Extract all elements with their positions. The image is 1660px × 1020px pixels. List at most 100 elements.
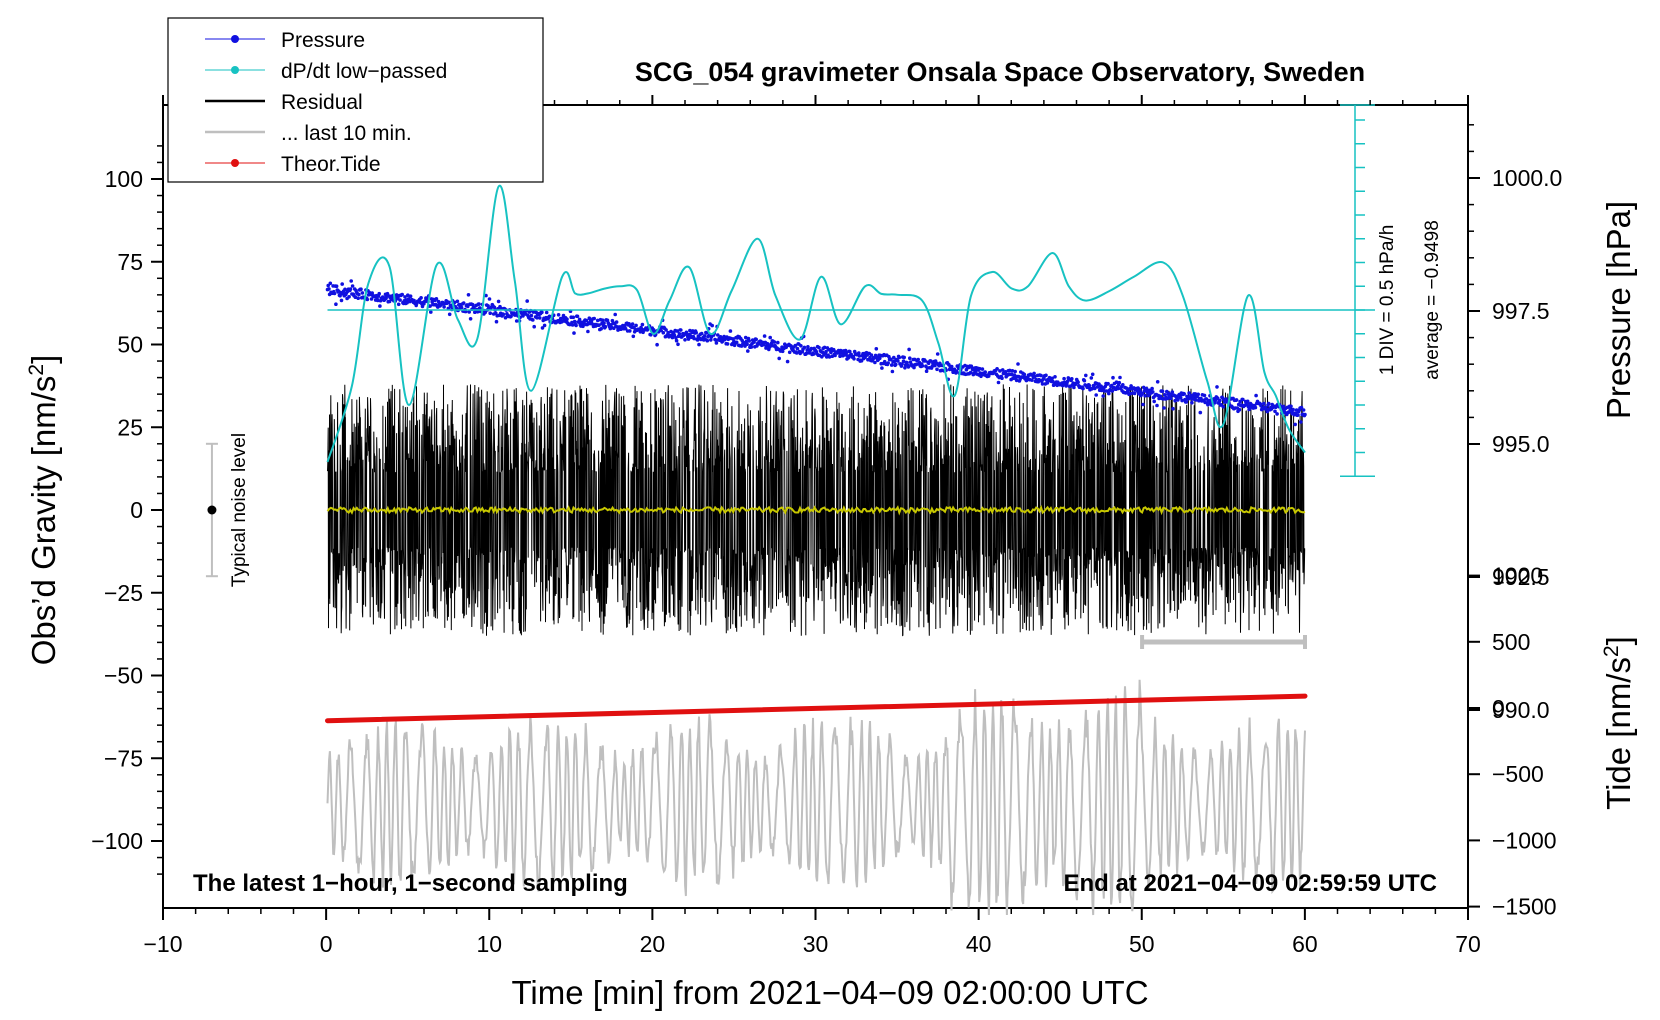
pressure-point [728, 329, 733, 333]
pressure-point [1010, 372, 1014, 377]
pressure-point [1030, 378, 1034, 383]
pressure-point [447, 312, 452, 317]
pressure-point [1234, 398, 1239, 402]
pressure-point [749, 345, 754, 349]
noise-center-dot [207, 505, 217, 515]
pressure-point [901, 359, 906, 364]
pressure-point [369, 297, 374, 301]
pressure-point [780, 349, 785, 354]
pressure-point [694, 330, 698, 335]
pressure-point [1000, 368, 1005, 372]
pressure-point [1101, 394, 1105, 398]
y-left-tick-label: 0 [130, 497, 143, 523]
pressure-point [886, 361, 890, 365]
residual-smooth-line [326, 504, 1306, 516]
pressure-point [436, 299, 441, 304]
pressure-point [714, 341, 719, 345]
pressure-point [449, 304, 453, 309]
pressure-point [762, 334, 767, 338]
pressure-point [1289, 404, 1293, 409]
pressure-point [833, 353, 837, 358]
axes-layer: −10 0 10 20 30 40 50 60 701007550250−25−50−75−10… [91, 95, 1562, 957]
pressure-point [525, 299, 529, 303]
pressure-point [572, 319, 577, 324]
pressure-point [595, 318, 600, 323]
pressure-point [1016, 374, 1021, 379]
pressure-point [581, 324, 585, 329]
pressure-point [1060, 383, 1065, 388]
legend: Pressure dP/dt low−passed Residual ... last… [167, 17, 544, 183]
pressure-point [820, 350, 825, 355]
y-axis-tide-title-sup: 2 [1600, 645, 1623, 657]
pressure-point [1299, 420, 1303, 424]
pressure-point [1003, 370, 1008, 374]
pressure-point [492, 305, 497, 310]
tide-tick-label: −500 [1492, 761, 1544, 787]
pressure-tick-label: 992.5 [1492, 564, 1550, 590]
pressure-point [869, 353, 874, 357]
pressure-point [571, 315, 576, 320]
pressure-tick-label: 1000.0 [1492, 165, 1562, 191]
pressure-point [980, 367, 985, 371]
pressure-point [574, 323, 578, 328]
pressure-point [1303, 412, 1307, 417]
pressure-point [514, 319, 519, 323]
pressure-point [777, 356, 781, 361]
pressure-point [1265, 409, 1270, 414]
pressure-point [1000, 376, 1004, 381]
pressure-point [353, 295, 358, 300]
pressure-point [1053, 375, 1057, 379]
x-tick-label: 70 [1455, 931, 1481, 957]
pressure-point [577, 317, 582, 322]
pressure-point [348, 287, 353, 291]
pressure-point [357, 292, 361, 297]
pressure-point [1033, 374, 1037, 379]
pressure-point [908, 356, 912, 361]
pressure-point [1221, 404, 1226, 409]
pressure-point [954, 369, 959, 374]
pressure-point [332, 291, 337, 296]
pressure-point [1007, 368, 1012, 373]
pressure-point [929, 359, 933, 363]
pressure-point [592, 316, 596, 321]
pressure-point [586, 329, 590, 334]
pressure-point [614, 320, 619, 324]
pressure-point [1190, 400, 1194, 405]
pressure-point [1014, 378, 1019, 383]
y-left-tick-label: −100 [91, 828, 143, 854]
pressure-point [873, 360, 877, 365]
pressure-point [1013, 369, 1017, 374]
pressure-point [1111, 375, 1115, 380]
pressure-point [811, 352, 816, 356]
pressure-point [544, 310, 549, 315]
pressure-point [752, 340, 756, 344]
x-tick-label: 60 [1292, 931, 1318, 957]
pressure-point [575, 314, 580, 319]
pressure-point [1301, 408, 1306, 412]
pressure-point [902, 355, 906, 360]
pressure-point [1254, 393, 1258, 398]
y-left-tick-label: 100 [105, 166, 143, 192]
pressure-point [799, 344, 803, 348]
y-axis-left-title-main: Obs’d Gravity [nm/s [25, 376, 62, 666]
note-end-time: End at 2021−04−09 02:59:59 UTC [1063, 870, 1437, 897]
pressure-point [822, 345, 827, 350]
pressure-point [1196, 392, 1200, 397]
pressure-point [610, 318, 615, 323]
pressure-point [360, 291, 365, 295]
pressure-point [1152, 399, 1156, 404]
pressure-point [912, 365, 916, 370]
pressure-point [467, 310, 472, 314]
pressure-point [848, 349, 852, 354]
pressure-point [535, 316, 539, 320]
pressure-point [599, 327, 603, 331]
pressure-point [477, 302, 481, 306]
pressure-point [787, 350, 792, 355]
pressure-point [802, 345, 807, 350]
pressure-point [1155, 380, 1160, 384]
pressure-point [852, 357, 856, 361]
pressure-point [846, 355, 851, 360]
pressure-point [602, 321, 606, 325]
pressure-point [1291, 407, 1295, 412]
